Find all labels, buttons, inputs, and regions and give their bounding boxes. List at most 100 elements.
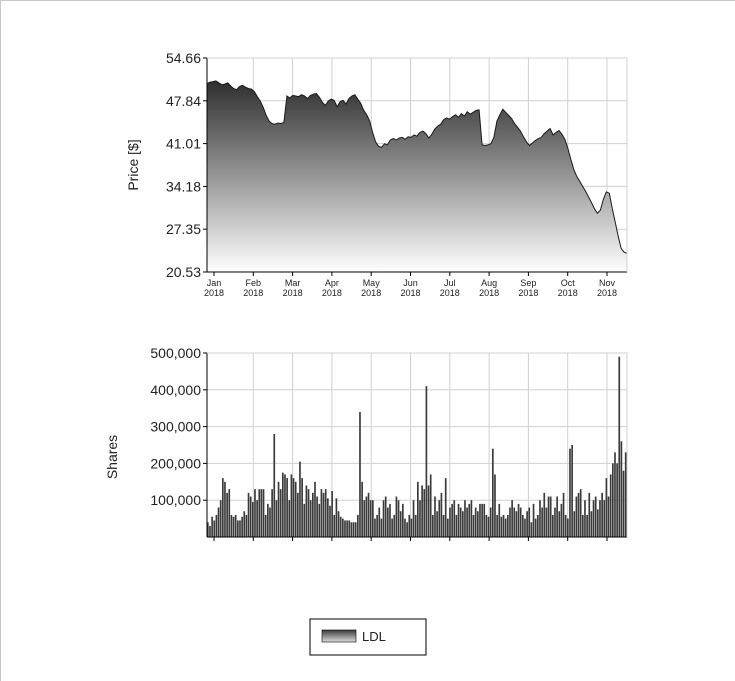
price-xtick-year: 2018 [204,288,224,298]
volume-bar [616,463,618,537]
volume-bar [414,514,417,537]
volume-bar [485,514,488,537]
volume-bar [237,520,239,537]
volume-bar [387,507,389,537]
volume-bar [258,489,261,537]
volume-bar [579,489,582,537]
volume-bar [545,507,548,537]
volume-bar [622,470,625,537]
volume-bar [282,472,284,537]
volume-bar [519,507,522,537]
volume-bar [487,516,490,537]
legend-label: LDL [362,629,386,644]
volume-chart: 500,000 400,000 300,000 200,000 100,000 Share… [104,345,628,541]
price-xtick-month: Mar [285,278,301,288]
volume-bar [397,500,400,537]
price-xtick-year: 2018 [518,288,538,298]
volume-bar [590,511,593,537]
volume-ytick-label: 300,000 [150,419,201,435]
volume-bar [299,461,301,537]
volume-bar [241,516,243,537]
volume-bar [224,481,226,537]
volume-bar [254,489,256,537]
volume-bar [277,481,280,537]
price-xtick-year: 2018 [440,288,460,298]
volume-bar [275,500,278,537]
volume-bar [419,500,421,537]
volume-bar [449,507,451,537]
volume-bar [457,503,460,537]
price-area [207,80,627,273]
frame-top-border [0,0,735,1]
volume-bar [601,492,603,537]
volume-bar [245,514,248,537]
price-xtick-year: 2018 [243,288,263,298]
volume-bar [354,522,357,537]
volume-bar [453,500,456,537]
volume-bar [466,507,468,537]
volume-bar [305,485,308,537]
price-xtick-month: Sep [520,278,536,288]
volume-bar [318,503,321,537]
volume-bar [346,520,348,537]
price-ylabel: Price [$] [125,139,141,190]
volume-bar [363,500,366,537]
volume-bar [316,496,318,537]
volume-bar [543,492,546,537]
volume-bar [312,492,314,537]
volume-bar [389,503,391,537]
volume-bar [376,514,378,537]
price-ytick-label: 27.35 [166,221,201,237]
volume-bar [410,518,413,537]
volume-bar [284,474,286,537]
volume-bar [567,518,569,537]
volume-bar [399,511,402,537]
volume-bar [352,522,355,537]
price-xtick-month: Apr [325,278,339,288]
price-xtick-month: Oct [561,278,576,288]
volume-bar [447,518,449,537]
volume-bar [472,514,475,537]
volume-bar [494,474,496,537]
volume-bar [541,507,543,537]
volume-bar [575,496,578,537]
volume-bar [348,520,351,537]
volume-bar [423,489,426,537]
price-xtick-month: Aug [481,278,497,288]
volume-bar [607,496,610,537]
volume-bar [511,500,513,537]
volume-bar [537,514,539,537]
volume-bar [264,514,267,537]
volume-bar [294,481,297,537]
volume-bar [331,491,333,537]
volume-bar [279,489,282,537]
price-xtick-month: Jan [207,278,222,288]
volume-bar [500,516,503,537]
volume-bar [361,481,363,537]
volume-bar [226,492,228,537]
volume-ytick-label: 200,000 [150,455,201,471]
price-xtick-year: 2018 [479,288,499,298]
volume-bar [243,511,246,537]
volume-bar [365,496,368,537]
volume-ytick-label: 100,000 [150,492,201,508]
volume-bar [249,496,252,537]
volume-bar [395,496,398,537]
legend-box: LDL [309,618,427,656]
price-line [206,80,628,254]
volume-bar [588,492,591,537]
volume-bar [286,478,288,537]
volume-bar [470,500,473,537]
volume-bar [219,500,222,537]
volume-bar [554,507,556,537]
volume-bar [515,511,518,537]
volume-bar [357,514,359,537]
volume-bar [232,516,235,537]
volume-bar [404,518,406,537]
volume-bar [402,503,404,537]
volume-ytick-label: 400,000 [150,382,201,398]
volume-bar [528,507,531,537]
volume-bar [609,474,612,537]
volume-bar [517,503,520,537]
